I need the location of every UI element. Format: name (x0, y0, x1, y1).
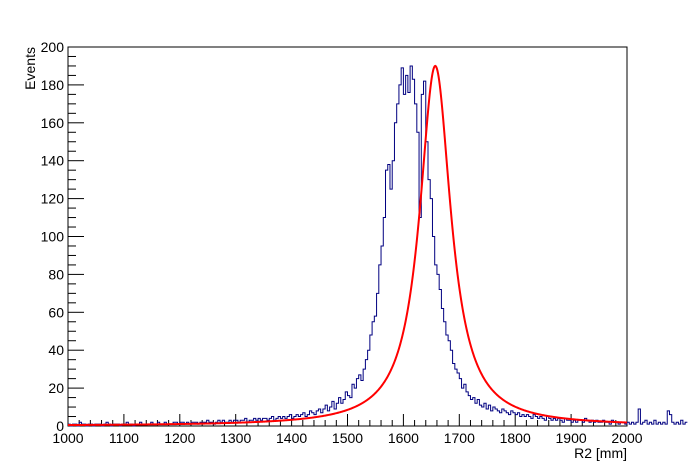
x-tick-label: 2000 (611, 430, 642, 446)
y-tick-label: 100 (41, 229, 65, 245)
x-tick-label: 1800 (500, 430, 531, 446)
x-tick-label: 1700 (444, 430, 475, 446)
y-axis-title: Events (22, 47, 38, 90)
y-tick-label: 60 (48, 304, 64, 320)
y-tick-label: 0 (56, 418, 64, 434)
fit-curve (68, 64, 628, 427)
x-tick-label: 1300 (220, 430, 251, 446)
axis-ticks (67, 46, 628, 427)
y-tick-label: 120 (41, 191, 65, 207)
y-tick-label: 180 (41, 77, 65, 93)
x-tick-label: 1900 (556, 430, 587, 446)
histogram-series (68, 65, 688, 427)
y-tick-label: 40 (48, 342, 64, 358)
y-tick-label: 80 (48, 266, 64, 282)
y-tick-label: 140 (41, 153, 65, 169)
axis-tick-labels: 1000 1100 1200 1300 1400 1500 1600 1700 1800 1900… (41, 39, 643, 446)
x-axis-title: R2 [mm] (574, 445, 627, 461)
x-tick-label: 1400 (276, 430, 307, 446)
y-tick-label: 160 (41, 115, 65, 131)
y-tick-label: 20 (48, 380, 64, 396)
x-tick-label: 1600 (388, 430, 419, 446)
y-tick-label: 200 (41, 39, 65, 55)
x-tick-label: 1100 (109, 430, 139, 446)
x-tick-label: 1000 (52, 430, 83, 446)
x-tick-label: 1500 (332, 430, 363, 446)
plot-frame (67, 46, 628, 427)
x-tick-label: 1200 (164, 430, 195, 446)
